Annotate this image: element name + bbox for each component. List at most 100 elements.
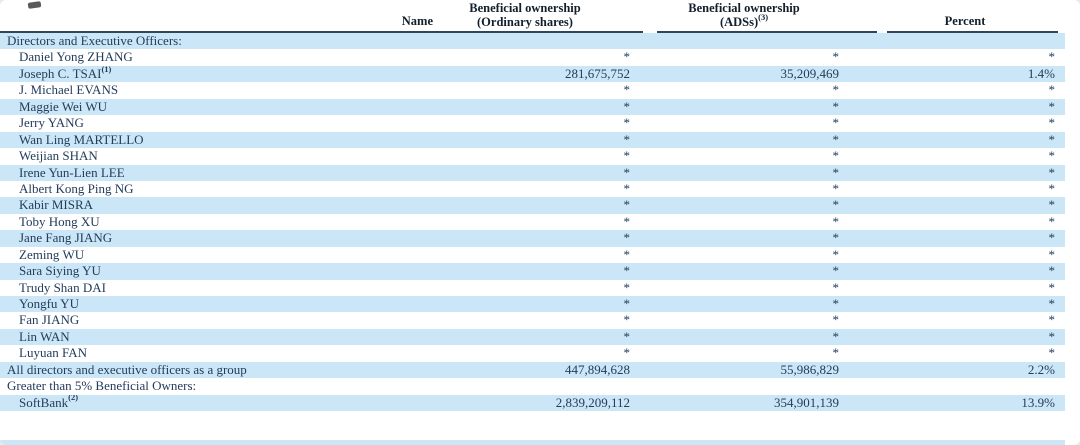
ordinary-shares-cell: *: [623, 115, 631, 131]
ads-cell: *: [832, 263, 840, 279]
percent-cell: *: [1048, 164, 1056, 180]
column-gap: [877, 99, 887, 115]
column-gap: [877, 230, 887, 246]
column-gap: [643, 115, 657, 131]
table-row: Daniel Yong ZHANG * * *: [0, 49, 1065, 65]
column-gap: [643, 197, 657, 213]
ads-header-line1: Beneficial ownership: [688, 1, 800, 15]
row-label: All directors and executive officers as …: [7, 361, 247, 377]
table-row: Joseph C. TSAI(1) 281,675,752 35,209,469 1.…: [0, 65, 1065, 83]
ordinary-shares-cell: *: [623, 263, 631, 279]
column-gap: [877, 49, 887, 65]
ads-cell: *: [832, 279, 840, 295]
column-gap: [877, 66, 887, 82]
column-gap: [643, 395, 657, 411]
table-row: Lin WAN * * *: [0, 328, 1065, 346]
percent-cell: [887, 378, 1058, 394]
ordinary-shares-cell: *: [623, 131, 631, 147]
row-label: Daniel Yong ZHANG: [19, 49, 133, 65]
column-gap: [643, 247, 657, 263]
percent-cell: *: [1048, 115, 1056, 131]
ordinary-shares-cell: *: [623, 230, 631, 246]
column-gap: [643, 99, 657, 115]
percent-cell: [887, 33, 1058, 49]
row-label: Sara Siying YU: [19, 263, 101, 279]
ads-footnote-superscript: (3): [758, 11, 769, 22]
ads-cell: *: [832, 328, 840, 344]
ordinary-shares-cell: *: [623, 213, 631, 229]
table-row: Kabir MISRA * * *: [0, 197, 1065, 214]
column-gap: [643, 263, 657, 279]
column-gap: [877, 214, 887, 230]
table-row: Trudy Shan DAI * * *: [0, 280, 1065, 296]
percent-cell: *: [1048, 279, 1056, 295]
row-label: Joseph C. TSAI(1): [0, 66, 443, 82]
column-header-ads: Beneficial ownership (ADSs)(3): [644, 1, 844, 29]
ordinary-shares-cell: [443, 378, 643, 394]
column-gap: [877, 115, 887, 131]
table-row: SoftBank(2) 2,839,209,112 354,901,139 13.9%: [0, 394, 1065, 412]
column-gap: [877, 329, 887, 345]
column-gap: [643, 378, 657, 394]
column-gap: [643, 345, 657, 361]
column-gap: [643, 82, 657, 98]
column-gap: [643, 280, 657, 296]
header-underline-percent: [887, 31, 1058, 33]
row-label: Greater than 5% Beneficial Owners:: [7, 378, 197, 394]
ordinary-shares-cell: *: [623, 279, 631, 295]
percent-cell: *: [1048, 180, 1056, 196]
ads-cell: *: [832, 197, 840, 213]
column-gap: [877, 165, 887, 181]
ads-cell: *: [832, 49, 840, 65]
table-row: Zeming WU * * *: [0, 247, 1065, 263]
column-gap: [877, 197, 887, 213]
column-gap: [643, 132, 657, 148]
row-label: SoftBank(2): [0, 395, 443, 411]
ads-cell: [657, 378, 877, 394]
ordinary-shares-cell: 447,894,628: [565, 361, 630, 377]
column-gap: [643, 49, 657, 65]
ordinary-shares-cell: *: [623, 296, 631, 311]
table-row: Wan Ling MARTELLO * * *: [0, 131, 1065, 149]
percent-cell: 13.9%: [1021, 394, 1055, 410]
column-gap: [877, 296, 887, 312]
column-gap: [643, 148, 657, 164]
table-row: Jerry YANG * * *: [0, 115, 1065, 131]
row-label: Trudy Shan DAI: [19, 279, 106, 295]
percent-cell: 2.2%: [1027, 361, 1055, 377]
row-label: Zeming WU: [19, 246, 85, 262]
row-label: Weijian SHAN: [19, 148, 98, 164]
row-label: Directors and Executive Officers:: [7, 33, 182, 48]
column-gap: [877, 312, 887, 328]
percent-cell: *: [1048, 296, 1056, 311]
ads-cell: *: [832, 82, 840, 98]
column-gap: [643, 329, 657, 345]
ordinary-shares-cell: 281,675,752: [565, 65, 630, 81]
row-label: Fan JIANG: [19, 312, 80, 328]
ads-cell: *: [832, 115, 840, 131]
table-header: Name Beneficial ownership (Ordinary shar…: [0, 0, 1080, 31]
ads-cell: *: [832, 213, 840, 229]
ordinary-shares-cell: *: [623, 82, 631, 98]
table-row: Irene Yun-Lien LEE * * *: [0, 164, 1065, 181]
ordinary-shares-cell: *: [623, 328, 631, 344]
ads-cell: *: [832, 148, 840, 164]
column-gap: [643, 214, 657, 230]
column-gap: [877, 378, 887, 394]
row-footnote-superscript: (2): [68, 394, 79, 403]
column-gap: [877, 395, 887, 411]
ordinary-shares-cell: *: [623, 49, 631, 65]
row-label: Kabir MISRA: [19, 197, 94, 213]
ads-cell: *: [832, 180, 840, 196]
ads-cell: *: [832, 98, 840, 114]
table-row: Albert Kong Ping NG * * *: [0, 181, 1065, 197]
ordinary-header-line1: Beneficial ownership: [469, 1, 581, 15]
percent-cell: *: [1048, 148, 1056, 164]
ordinary-shares-cell: 2,839,209,112: [555, 394, 630, 410]
column-gap: [877, 247, 887, 263]
column-gap: [877, 362, 887, 378]
column-gap: [877, 148, 887, 164]
partial-next-row-band: [0, 440, 1065, 445]
column-gap: [877, 263, 887, 279]
row-label: Luyuan FAN: [19, 345, 88, 361]
